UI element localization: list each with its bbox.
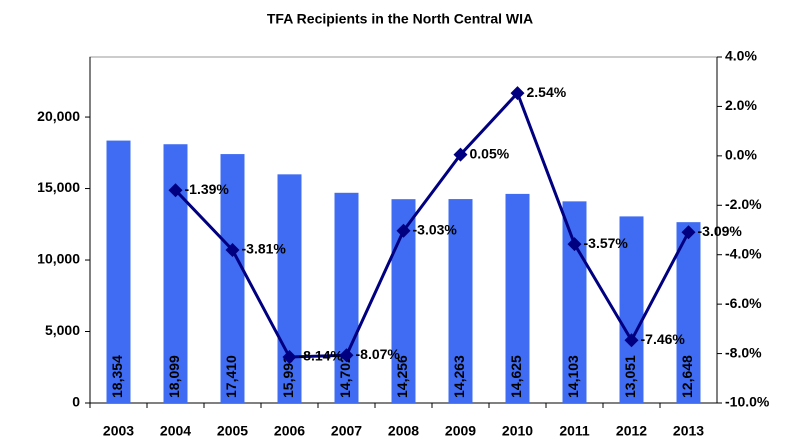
marker bbox=[567, 237, 582, 252]
x-tick-label: 2008 bbox=[388, 423, 419, 439]
marker bbox=[339, 348, 354, 363]
bar bbox=[334, 192, 359, 403]
marker bbox=[624, 333, 639, 348]
line-label: -8.14% bbox=[299, 348, 344, 364]
bar bbox=[505, 193, 530, 403]
line-label: -3.09% bbox=[698, 223, 743, 239]
bar-label: 12,648 bbox=[679, 355, 695, 398]
marker bbox=[510, 86, 525, 101]
marker bbox=[396, 223, 411, 238]
y2-tick-label: -8.0% bbox=[725, 344, 762, 360]
x-tick-label: 2007 bbox=[331, 423, 362, 439]
x-tick-label: 2004 bbox=[160, 423, 191, 439]
bar-label: 14,702 bbox=[337, 355, 353, 398]
bar bbox=[220, 154, 245, 403]
line-label: -3.57% bbox=[584, 235, 629, 251]
marker bbox=[168, 183, 183, 198]
y-tick-label: 10,000 bbox=[37, 251, 80, 267]
y2-tick-label: -4.0% bbox=[725, 245, 762, 261]
bar-label: 14,625 bbox=[508, 355, 524, 398]
bar bbox=[676, 222, 701, 403]
y-tick-label: 15,000 bbox=[37, 179, 80, 195]
bar bbox=[448, 199, 473, 403]
y2-tick-label: 2.0% bbox=[725, 97, 757, 113]
line-label: -3.81% bbox=[242, 241, 287, 257]
bar-label: 18,354 bbox=[109, 355, 125, 398]
marker bbox=[453, 147, 468, 162]
y-tick-label: 0 bbox=[72, 394, 80, 410]
line bbox=[174, 90, 690, 359]
x-tick-label: 2006 bbox=[274, 423, 305, 439]
bar-label: 17,410 bbox=[223, 355, 239, 398]
bar-label: 18,099 bbox=[166, 355, 182, 398]
marker bbox=[681, 225, 696, 240]
x-tick-label: 2013 bbox=[673, 423, 704, 439]
line-label: -7.46% bbox=[641, 331, 686, 347]
x-tick-label: 2009 bbox=[445, 423, 476, 439]
bar-label: 14,263 bbox=[451, 355, 467, 398]
y2-tick-label: -10.0% bbox=[725, 394, 770, 410]
x-tick-label: 2005 bbox=[217, 423, 248, 439]
y-tick-label: 20,000 bbox=[37, 108, 80, 124]
y2-tick-label: 4.0% bbox=[725, 48, 757, 64]
bar bbox=[619, 216, 644, 403]
x-tick-label: 2003 bbox=[103, 423, 134, 439]
line-label: 2.54% bbox=[527, 84, 567, 100]
bar-label: 15,993 bbox=[280, 355, 296, 398]
chart-title: TFA Recipients in the North Central WIA bbox=[267, 11, 533, 27]
y2-tick-label: -2.0% bbox=[725, 196, 762, 212]
x-tick-label: 2011 bbox=[559, 423, 590, 439]
marker bbox=[225, 243, 240, 258]
x-tick-label: 2010 bbox=[502, 423, 533, 439]
marker bbox=[282, 350, 297, 365]
line-label: -8.07% bbox=[356, 346, 401, 362]
y2-tick-label: 0.0% bbox=[725, 147, 757, 163]
y2-tick-label: -6.0% bbox=[725, 295, 762, 311]
line-label: 0.05% bbox=[470, 145, 510, 161]
bar bbox=[106, 140, 131, 403]
bar bbox=[277, 174, 302, 403]
bar-label: 14,103 bbox=[565, 355, 581, 398]
bar-label: 14,256 bbox=[394, 355, 410, 398]
line-label: -1.39% bbox=[185, 181, 230, 197]
line-label: -3.03% bbox=[413, 221, 458, 237]
bar bbox=[562, 201, 587, 403]
x-tick-label: 2012 bbox=[616, 423, 647, 439]
bar-label: 13,051 bbox=[622, 355, 638, 398]
y-tick-label: 5,000 bbox=[45, 322, 80, 338]
